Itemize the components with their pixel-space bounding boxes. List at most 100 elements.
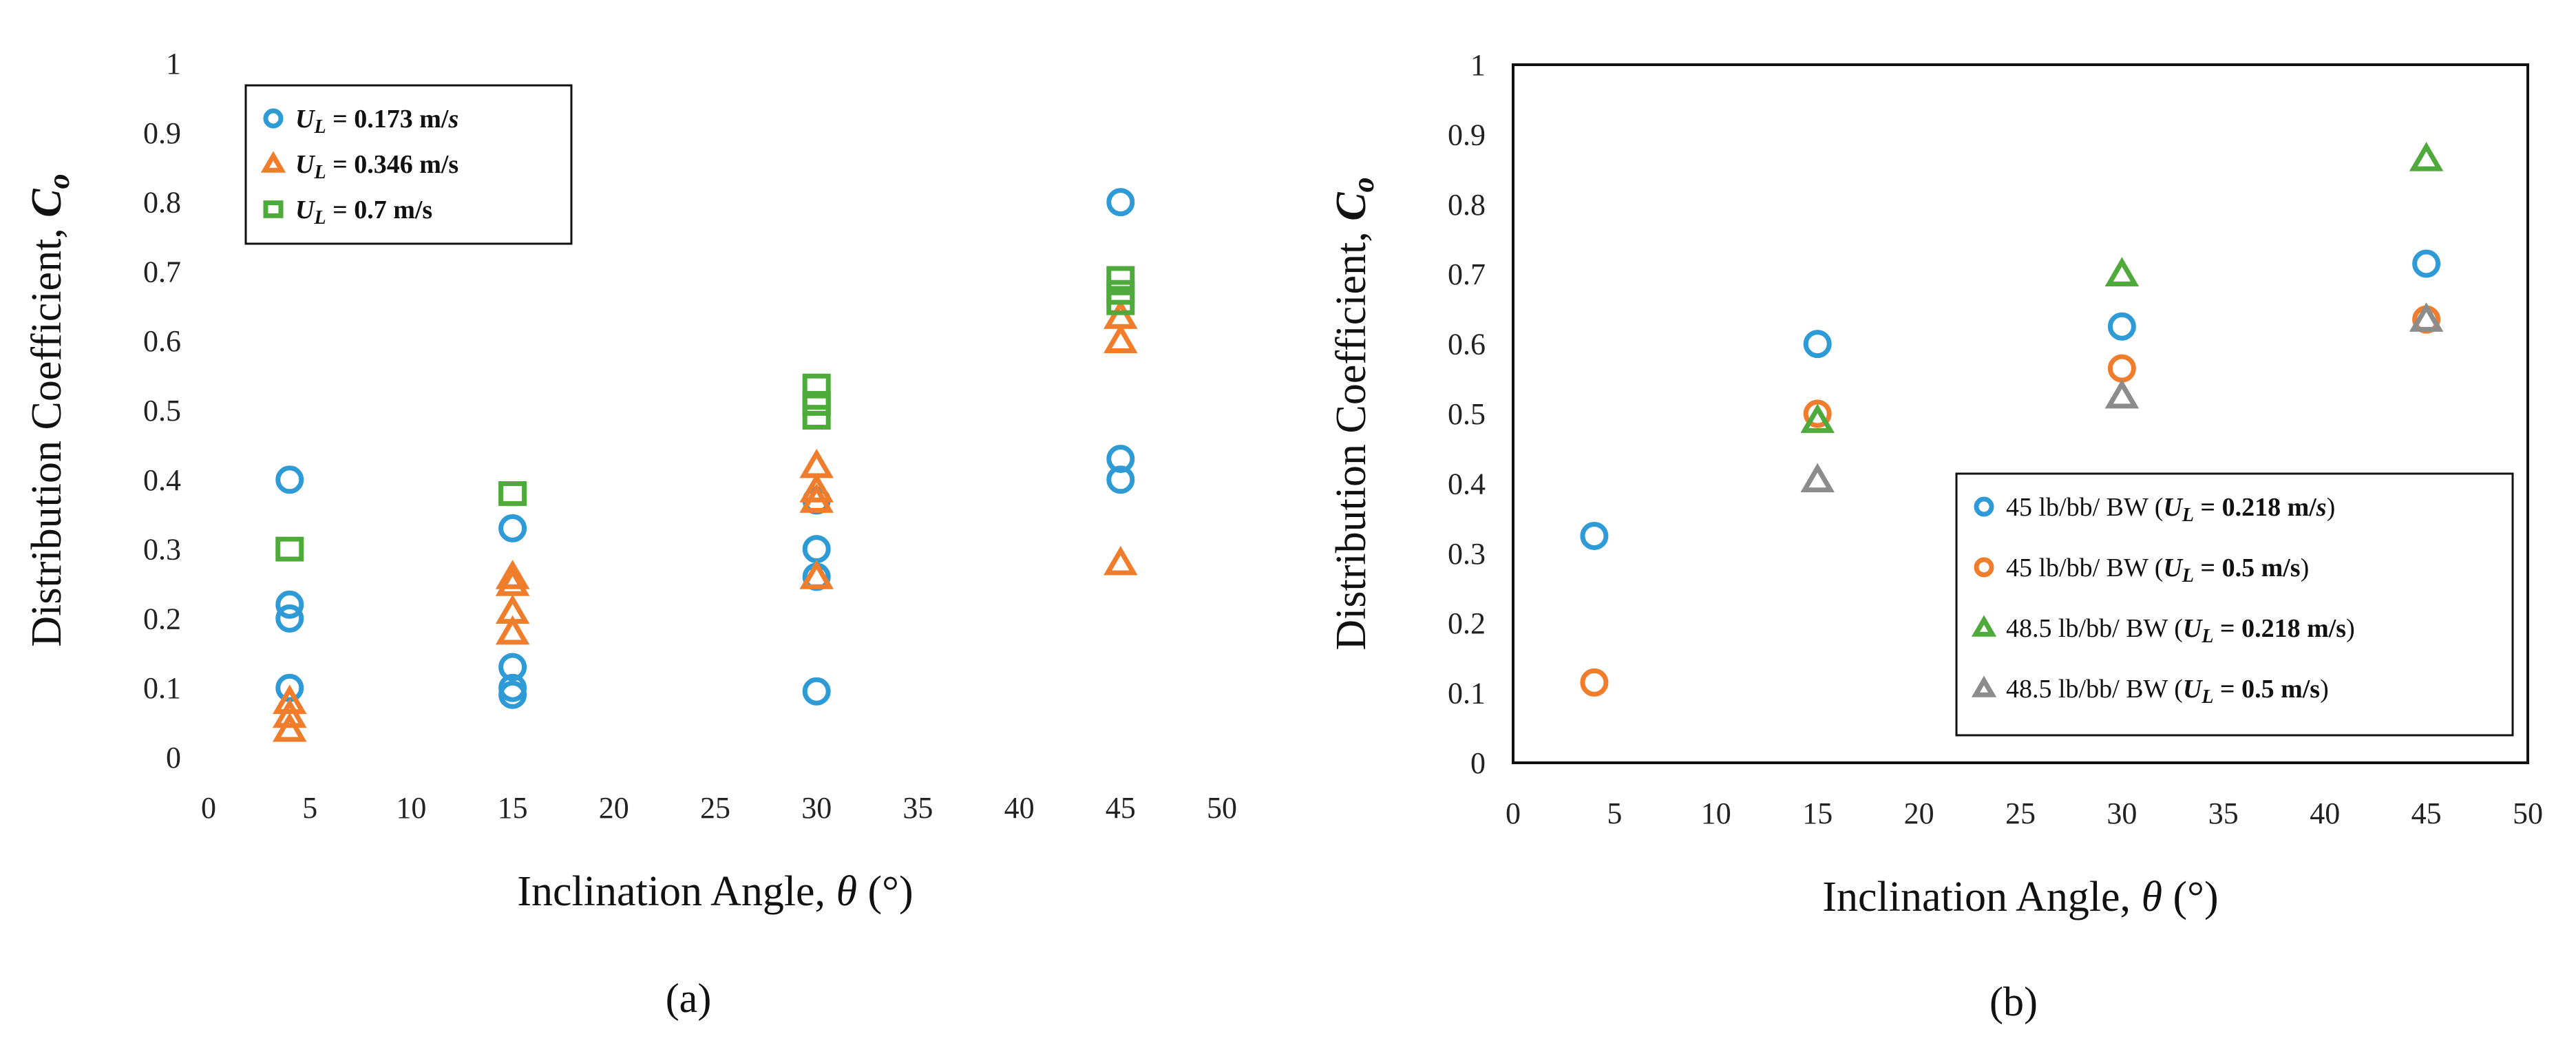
x-tick-label: 25 xyxy=(2005,797,2036,830)
data-point xyxy=(495,567,530,596)
y-tick-label: 0.6 xyxy=(1448,328,1486,361)
series-1 xyxy=(275,188,1135,709)
x-tick-label: 10 xyxy=(396,791,426,825)
y-tick-label: 0 xyxy=(1470,746,1486,780)
x-tick-label: 30 xyxy=(2107,797,2137,830)
x-tick-label: 0 xyxy=(1506,797,1521,830)
data-point xyxy=(1580,668,1609,697)
x-tick-label: 20 xyxy=(599,791,629,825)
data-point xyxy=(1106,465,1135,494)
data-point xyxy=(1106,266,1135,291)
data-point xyxy=(2107,312,2136,341)
data-point xyxy=(1803,330,1832,359)
x-tick-label: 15 xyxy=(498,791,528,825)
series-2 xyxy=(272,299,1138,742)
legend-label: 48.5 lb/bb/ BW (UL = 0.5 m/s) xyxy=(2006,675,2329,708)
data-point xyxy=(1104,324,1138,353)
x-tick-label: 35 xyxy=(2208,797,2239,830)
x-tick-label: 25 xyxy=(700,791,730,825)
legend-marker xyxy=(1971,615,1997,637)
y-tick-label: 0.4 xyxy=(143,463,181,497)
y-axis-title: Distribution Coefficient, Co xyxy=(23,173,76,646)
legend-label: UL = 0.173 m/s xyxy=(295,105,458,138)
y-tick-label: 0.8 xyxy=(143,186,181,220)
y-tick-label: 0.9 xyxy=(1448,118,1486,151)
legend: UL = 0.173 m/s UL = 0.346 m/s UL = 0.7 m/s xyxy=(244,84,573,245)
x-tick-label: 15 xyxy=(1802,797,1833,830)
y-tick-label: 0.3 xyxy=(143,533,181,567)
x-tick-label: 5 xyxy=(1607,797,1622,830)
y-tick-label: 0.3 xyxy=(1448,537,1486,571)
legend-marker xyxy=(263,200,284,218)
data-point xyxy=(1800,403,1835,433)
y-tick-label: 0.7 xyxy=(1448,257,1486,291)
data-point xyxy=(2104,379,2140,409)
data-point xyxy=(498,653,527,682)
x-tick-label: 40 xyxy=(1004,791,1035,825)
series-2 xyxy=(1580,305,2441,697)
x-axis-title: Inclination Angle, θ (°) xyxy=(517,868,913,915)
data-point xyxy=(495,615,530,645)
y-tick-label: 0.2 xyxy=(1448,607,1486,640)
data-point xyxy=(802,677,831,706)
data-point xyxy=(799,483,834,513)
x-tick-label: 50 xyxy=(2513,797,2543,830)
legend-label: UL = 0.346 m/s xyxy=(295,150,458,183)
y-tick-label: 0.5 xyxy=(143,394,181,428)
data-point xyxy=(498,481,527,506)
chart-panel-b: 0 5 10 15 20 25 30 35 40 45 50 0 0.1 0.2 0.3 0.4 0.5 0.6 0… xyxy=(1328,48,2543,1024)
series-3 xyxy=(1800,142,2444,433)
y-tick-label: 0 xyxy=(166,741,181,774)
data-point xyxy=(275,536,304,562)
y-axis-title: Distribution Coefficient, Co xyxy=(1328,177,1380,650)
data-point xyxy=(1106,445,1135,474)
legend-label: 48.5 lb/bb/ BW (UL = 0.218 m/s) xyxy=(2006,614,2355,647)
x-tick-label: 0 xyxy=(201,791,216,825)
x-tick-label: 50 xyxy=(1207,791,1237,825)
legend: 45 lb/bb/ BW (UL = 0.218 m/s) 45 lb/bb/ B… xyxy=(1955,472,2514,737)
data-point xyxy=(275,465,304,494)
x-tick-label: 10 xyxy=(1701,797,1731,830)
legend-marker xyxy=(1974,496,1994,517)
data-point xyxy=(1104,299,1138,329)
x-axis-title: Inclination Angle, θ (°) xyxy=(1822,874,2218,920)
series-4 xyxy=(1800,302,2444,493)
data-point xyxy=(1803,399,1832,428)
x-tick-label: 5 xyxy=(302,791,317,825)
y-tick-label: 0.1 xyxy=(1448,677,1486,710)
series-3 xyxy=(275,266,1135,562)
x-tick-label: 20 xyxy=(1904,797,1934,830)
y-tick-label: 0.7 xyxy=(143,255,181,288)
data-point xyxy=(1800,463,1835,493)
panel-label: (a) xyxy=(666,976,712,1021)
data-point xyxy=(1104,545,1138,576)
data-point xyxy=(495,560,530,589)
x-tick-label: 30 xyxy=(801,791,832,825)
legend-box xyxy=(1955,472,2514,737)
y-tick-label: 1 xyxy=(166,47,181,81)
data-point xyxy=(802,390,831,416)
data-point xyxy=(272,698,307,728)
y-tick-label: 0.5 xyxy=(1448,397,1486,431)
plot-frame xyxy=(1512,63,2529,764)
legend-marker xyxy=(260,151,286,173)
y-tick-label: 0.2 xyxy=(143,602,181,635)
data-point xyxy=(2409,302,2444,332)
legend-marker xyxy=(1974,557,1994,578)
legend-label: 45 lb/bb/ BW (UL = 0.218 m/s) xyxy=(2006,493,2335,526)
data-point xyxy=(799,560,834,589)
x-tick-label: 45 xyxy=(1106,791,1136,825)
data-point xyxy=(1106,290,1135,315)
data-point xyxy=(802,535,831,564)
data-point xyxy=(2409,142,2444,171)
panel-label: (b) xyxy=(1989,979,2038,1024)
data-point xyxy=(498,514,527,542)
legend-box xyxy=(244,84,573,245)
y-tick-label: 0.9 xyxy=(143,116,181,150)
x-tick-label: 35 xyxy=(902,791,933,825)
data-point xyxy=(2107,354,2136,383)
data-point xyxy=(799,448,834,478)
y-tick-label: 0.6 xyxy=(143,324,181,358)
data-point xyxy=(799,473,834,503)
